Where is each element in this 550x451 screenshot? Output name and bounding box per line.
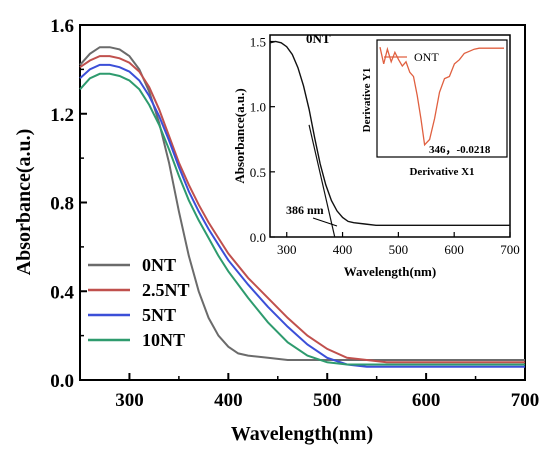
inset-y-tick-label-3: 1.5 bbox=[250, 35, 266, 50]
main-y-tick-label-0: 0.0 bbox=[50, 371, 74, 392]
main-y-tick-label-4: 1.6 bbox=[50, 16, 74, 37]
inset-x-tick-label-2: 500 bbox=[389, 242, 409, 257]
main-x-tick-label-4: 700 bbox=[511, 390, 540, 411]
inset-series-group bbox=[269, 40, 510, 238]
legend-label-0NT: 0NT bbox=[142, 255, 176, 275]
inset-x-tick-label-0: 300 bbox=[277, 242, 297, 257]
derivative-legend-label: ONT bbox=[414, 50, 439, 64]
inset-tangent-line bbox=[308, 124, 336, 238]
main-axis-ticks: 300 400 500 600 700 0.0 0.4 0.8 1.2 1.6 bbox=[50, 16, 539, 411]
main-x-tick-label-2: 500 bbox=[313, 390, 342, 411]
inset-series-line-0NT bbox=[269, 40, 510, 227]
inset-y-tick-label-0: 0.0 bbox=[250, 230, 266, 245]
inset-x-tick-label-1: 400 bbox=[333, 242, 353, 257]
legend: 0NT 2.5NT 5NT 10NT bbox=[88, 255, 190, 350]
main-series-group bbox=[79, 46, 525, 368]
main-series-line-2.5NT bbox=[79, 55, 525, 364]
inset-x-axis-label: Wavelength(nm) bbox=[344, 264, 436, 279]
inset-axis-ticks: 300 400 500 600 700 0.0 0.5 1.0 1.5 bbox=[250, 35, 520, 257]
derivative-series-line-ONT bbox=[379, 46, 504, 147]
inset-series-label: 0NT bbox=[306, 31, 331, 46]
inset-y-tick-label-1: 0.5 bbox=[250, 165, 266, 180]
derivative-series-group bbox=[379, 46, 504, 147]
main-y-axis-label: Absorbance(a.u.) bbox=[13, 129, 35, 276]
inset-annotation-386nm: 386 nm bbox=[286, 203, 324, 217]
derivative-x-axis-label: Derivative X1 bbox=[409, 166, 474, 178]
inset-annotation-pointer bbox=[312, 217, 338, 227]
main-x-tick-label-3: 600 bbox=[412, 390, 441, 411]
main-y-tick-label-1: 0.4 bbox=[50, 282, 74, 303]
main-x-axis-label: Wavelength(nm) bbox=[231, 423, 373, 445]
inset-x-tick-label-4: 700 bbox=[500, 242, 520, 257]
main-series-line-0NT bbox=[79, 46, 525, 361]
legend-label-2.5NT: 2.5NT bbox=[142, 280, 190, 300]
main-x-tick-label-1: 400 bbox=[214, 390, 243, 411]
inset-x-tick-label-3: 600 bbox=[444, 242, 464, 257]
derivative-annotation: 346，-0.0218 bbox=[429, 144, 491, 156]
inset-y-axis-label: Absorbance(a.u.) bbox=[232, 88, 247, 183]
main-y-tick-label-3: 1.2 bbox=[50, 105, 74, 126]
inset-y-tick-label-2: 1.0 bbox=[250, 100, 266, 115]
main-series-line-10NT bbox=[79, 72, 525, 366]
derivative-y-axis-label: Derivative Y1 bbox=[361, 68, 373, 133]
main-x-tick-label-0: 300 bbox=[115, 390, 144, 411]
main-y-tick-label-2: 0.8 bbox=[50, 194, 74, 215]
legend-label-5NT: 5NT bbox=[142, 305, 176, 325]
legend-label-10NT: 10NT bbox=[142, 330, 185, 350]
